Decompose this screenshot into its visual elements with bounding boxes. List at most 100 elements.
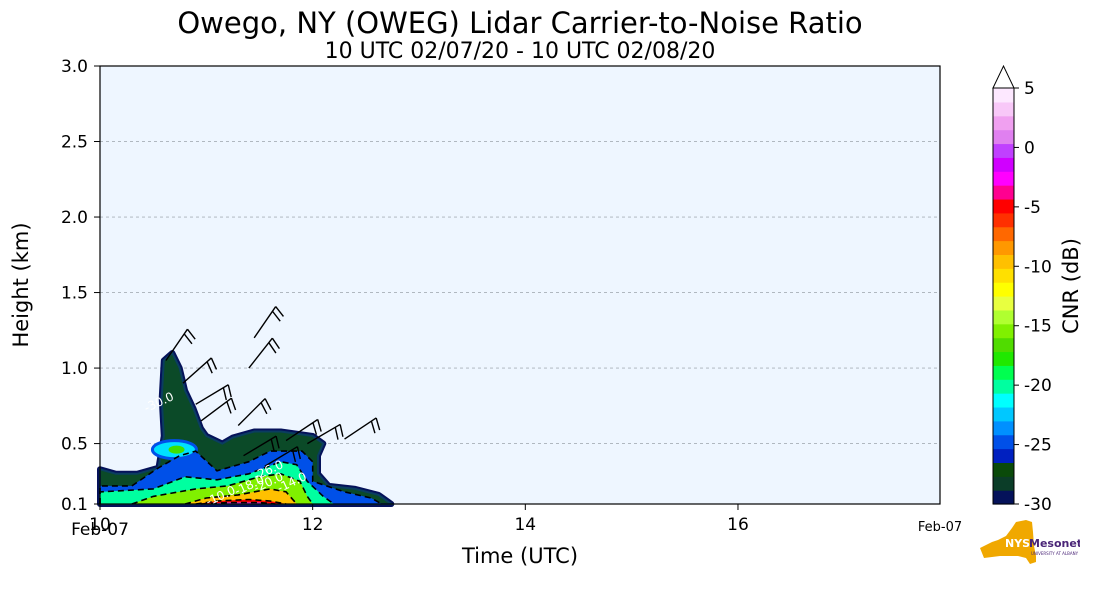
colorbar-swatch [993,185,1014,200]
wind-barb [182,357,218,384]
colorbar-tick-label: 0 [1024,138,1035,158]
barb-flag [275,435,280,449]
colorbar-swatch [993,115,1014,131]
colorbar-tick-label: -15 [1024,317,1052,337]
barb-flag [270,438,275,452]
logo-mesonet: Mesonet [1029,537,1080,550]
wind-barb [306,423,344,445]
contour-line [99,450,383,505]
colorbar-swatch [993,157,1014,172]
ny-state-shape-icon [980,520,1036,564]
barb-flag [186,328,196,340]
colorbar-swatch [993,296,1014,311]
barb-flag [264,398,272,411]
chart-title: Owego, NY (OWEG) Lidar Carrier-to-Noise … [177,6,862,40]
cnr-region [168,445,185,454]
barb-flag [210,357,218,370]
colorbar-extend-arrow [992,64,1015,89]
logo-university: UNIVERSITY AT ALBANY [1031,551,1079,556]
colorbar-swatch [993,309,1014,325]
barb-flag [271,310,281,322]
barb-flag [296,446,301,460]
nys-mesonet-logo: NYS Mesonet UNIVERSITY AT ALBANY [978,518,1082,568]
x-axis-ticks: 10 12 14 16 Feb-07 Feb-07 [71,504,962,540]
barb-flag [271,337,281,349]
colorbar-frame [992,87,1015,505]
barb-flag [268,342,277,354]
cnr-field [97,350,395,507]
colorbar-swatch [993,212,1014,228]
wind-barb [264,446,301,467]
colorbar-tick-label: -30 [1024,495,1052,515]
colorbar-tick-label: -25 [1024,436,1052,456]
colorbar-tick-label: -5 [1024,198,1041,218]
x-date-label: Feb-07 [918,520,962,535]
x-tick-label: 12 [302,515,324,535]
barb-flag [291,449,297,463]
x-date-label: Feb-07 [71,520,129,540]
chart-subtitle: 10 UTC 02/07/20 - 10 UTC 02/08/20 [325,39,716,64]
wind-barb [285,418,322,442]
y-axis-ticks: 0.1 0.5 1.0 1.5 2.0 2.5 3.0 [61,57,100,515]
x-axis-label: Time (UTC) [461,544,578,568]
wind-barb [195,384,232,405]
colorbar-swatch [993,240,1014,255]
colorbar-swatch [993,379,1014,394]
barb-flag [339,424,344,437]
wind-barb [165,328,196,361]
colorbar-swatch [993,476,1014,491]
colorbar-swatch [993,268,1014,283]
colorbar-swatch [993,434,1014,450]
y-tick-label: 0.5 [61,435,88,455]
colorbar-swatch [993,282,1014,297]
colorbar-swatch [993,323,1014,339]
contour-line [184,488,298,505]
contour-line [200,501,276,505]
logo-nys: NYS [1005,537,1030,550]
wind-barb [200,397,237,422]
y-tick-label: 0.1 [61,495,88,515]
x-tick-label: 14 [514,515,536,535]
barb-flag [375,417,381,431]
colorbar-swatch [993,448,1014,463]
colorbar-swatch [993,88,1014,103]
x-tick-label: 16 [727,515,749,535]
barb-flag [317,419,322,432]
plot-background [100,66,940,504]
y-axis-label: Height (km) [9,222,33,347]
y-tick-label: 3.0 [61,57,88,77]
colorbar-swatch [993,226,1014,242]
wind-barb [248,337,281,369]
colorbar-swatch [993,171,1014,186]
barb-flag [222,387,227,401]
wind-barb [344,417,381,440]
wind-barb [243,435,280,457]
colorbar-swatch [993,254,1014,269]
x-tick-label: 10 [89,515,111,535]
barb-flag [183,333,193,345]
y-tick-label: 2.5 [61,133,88,153]
barb-flag [230,397,237,411]
colorbar-swatch [993,198,1014,214]
colorbar-tick-label: -20 [1024,376,1052,396]
barb-flag [334,427,339,440]
wind-barbs [165,306,381,467]
y-tick-label: 2.0 [61,208,88,228]
barb-flag [206,361,213,374]
colorbar-swatch [993,129,1014,145]
colorbar: 5 0 -5 -10 -15 -20 -25 -30 [992,64,1052,515]
barb-flag [312,422,318,435]
contour-line [131,472,314,505]
colorbar-swatch [993,101,1014,117]
colorbar-swatch [993,490,1014,505]
contour-line [195,498,287,505]
contour-lines [99,450,383,505]
colorbar-swatch [993,365,1014,380]
colorbar-swatch [993,351,1014,366]
barb-flag [275,306,284,317]
colorbar-swatch [993,143,1014,158]
barb-flag [227,384,232,398]
colorbar-swatch [993,406,1014,422]
contour-line [99,460,335,505]
